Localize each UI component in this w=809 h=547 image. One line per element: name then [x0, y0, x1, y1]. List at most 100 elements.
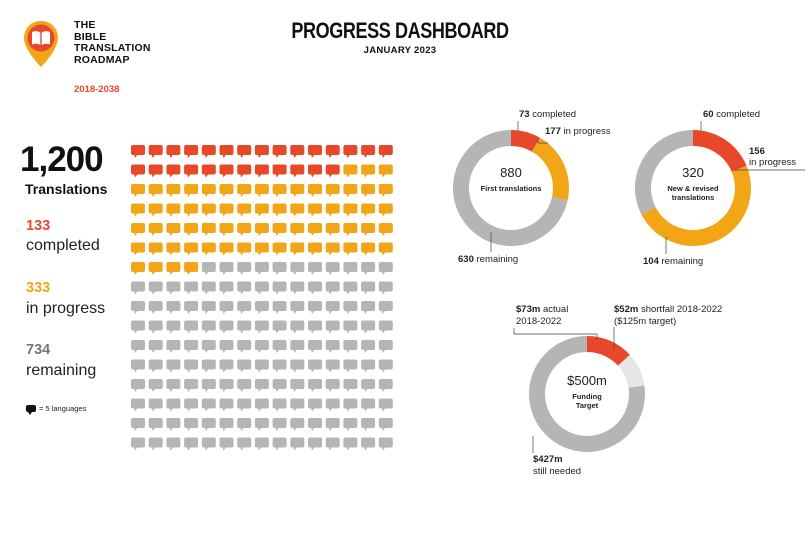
- waffle-icon-remaining: [361, 437, 376, 451]
- waffle-icon-remaining: [219, 418, 234, 431]
- waffle-icon-remaining: [219, 398, 234, 412]
- waffle-icon-in-progress: [166, 262, 181, 275]
- waffle-icon-completed: [166, 145, 181, 158]
- waffle-icon-remaining: [131, 398, 145, 412]
- waffle-icon-remaining: [325, 340, 340, 353]
- waffle-icon-remaining: [219, 340, 234, 353]
- waffle-icon-remaining: [378, 340, 393, 353]
- waffle-icon-remaining: [254, 437, 269, 451]
- in-progress-value: 333: [26, 280, 51, 296]
- waffle-icon-remaining: [325, 379, 340, 392]
- waffle-icon-remaining: [184, 320, 199, 334]
- waffle-icon-in-progress: [166, 203, 181, 217]
- waffle-icon-remaining: [201, 281, 216, 295]
- total-translations-label: Translations: [25, 181, 108, 197]
- waffle-icon-in-progress: [148, 203, 163, 217]
- waffle-icon-in-progress: [290, 203, 305, 217]
- waffle-icon-remaining: [308, 398, 322, 412]
- waffle-icon-completed: [184, 164, 199, 178]
- waffle-icon-remaining: [361, 418, 376, 431]
- waffle-icon-in-progress: [201, 203, 216, 217]
- waffle-icon-completed: [272, 145, 287, 158]
- book-pin-icon: [24, 21, 58, 67]
- waffle-icon-remaining: [166, 301, 181, 314]
- waffle-icon-remaining: [272, 301, 287, 314]
- remaining-label: remaining: [26, 362, 97, 379]
- waffle-icon-completed: [308, 164, 322, 178]
- waffle-icon-remaining: [131, 320, 145, 334]
- waffle-icon-remaining: [219, 359, 234, 373]
- waffle-icon-remaining: [166, 379, 181, 392]
- waffle-icon-in-progress: [237, 242, 252, 256]
- waffle-icon-in-progress: [148, 184, 163, 197]
- waffle-icon-remaining: [378, 301, 393, 314]
- donut3-center-label: Funding Target: [572, 392, 602, 410]
- waffle-icon-remaining: [184, 359, 199, 373]
- waffle-icon-in-progress: [378, 164, 393, 178]
- donut3-center-value: $500m: [567, 373, 607, 388]
- waffle-icon-in-progress: [184, 223, 199, 236]
- waffle-icon-remaining: [184, 418, 199, 431]
- waffle-icon-remaining: [272, 262, 287, 275]
- waffle-icon-in-progress: [290, 242, 305, 256]
- waffle-icon-completed: [131, 145, 145, 158]
- new-revised-donut: [635, 130, 751, 247]
- donut3-shortfall-target: ($125m target): [614, 316, 677, 327]
- waffle-icon-remaining: [201, 340, 216, 353]
- waffle-icon-remaining: [325, 301, 340, 314]
- waffle-icon-remaining: [219, 320, 234, 334]
- waffle-icon-in-progress: [378, 223, 393, 236]
- waffle-icon-remaining: [343, 398, 358, 412]
- waffle-icon-remaining: [131, 418, 145, 431]
- waffle-icon-remaining: [290, 379, 305, 392]
- donut2-center-value: 320: [682, 165, 704, 180]
- waffle-icon-remaining: [254, 379, 269, 392]
- waffle-icon-completed: [290, 164, 305, 178]
- waffle-icon-in-progress: [361, 164, 376, 178]
- waffle-icon-in-progress: [325, 223, 340, 236]
- waffle-icon-remaining: [237, 398, 252, 412]
- waffle-icon-in-progress: [148, 242, 163, 256]
- waffle-icon-remaining: [148, 320, 163, 334]
- waffle-icon-remaining: [325, 320, 340, 334]
- waffle-icon-remaining: [237, 320, 252, 334]
- waffle-icon-remaining: [290, 418, 305, 431]
- waffle-icon-in-progress: [184, 184, 199, 197]
- donut3-actual-value: $73m actual: [516, 304, 569, 315]
- waffle-icon-in-progress: [343, 164, 358, 178]
- waffle-icon-remaining: [325, 281, 340, 295]
- waffle-icon-remaining: [290, 301, 305, 314]
- waffle-icon-remaining: [237, 340, 252, 353]
- waffle-icon-in-progress: [166, 223, 181, 236]
- waffle-icon-remaining: [361, 301, 376, 314]
- completed-label: completed: [26, 237, 100, 254]
- waffle-icon-remaining: [254, 262, 269, 275]
- waffle-icon-in-progress: [237, 223, 252, 236]
- waffle-icon-in-progress: [378, 203, 393, 217]
- donut1-center-value: 880: [500, 165, 522, 180]
- waffle-icon-completed: [343, 145, 358, 158]
- waffle-icon-completed: [201, 145, 216, 158]
- waffle-icon-remaining: [290, 340, 305, 353]
- waffle-icon-remaining: [343, 320, 358, 334]
- waffle-icon-remaining: [148, 301, 163, 314]
- waffle-icon-completed: [131, 164, 145, 178]
- waffle-icon-in-progress: [325, 184, 340, 197]
- waffle-icon-remaining: [201, 418, 216, 431]
- waffle-icon-completed: [254, 145, 269, 158]
- waffle-icon-completed: [325, 164, 340, 178]
- waffle-icon-in-progress: [254, 242, 269, 256]
- waffle-icon-remaining: [308, 418, 322, 431]
- waffle-icon-remaining: [272, 398, 287, 412]
- donut1-remaining-label: 630 remaining: [458, 254, 519, 265]
- waffle-icon-in-progress: [272, 242, 287, 256]
- waffle-icon-remaining: [184, 281, 199, 295]
- waffle-icon-completed: [378, 145, 393, 158]
- waffle-icon-remaining: [219, 437, 234, 451]
- waffle-icon-in-progress: [148, 262, 163, 275]
- waffle-icon-remaining: [166, 437, 181, 451]
- waffle-icon-in-progress: [254, 223, 269, 236]
- waffle-icon-remaining: [343, 281, 358, 295]
- waffle-icon-in-progress: [343, 184, 358, 197]
- waffle-icon-in-progress: [343, 203, 358, 217]
